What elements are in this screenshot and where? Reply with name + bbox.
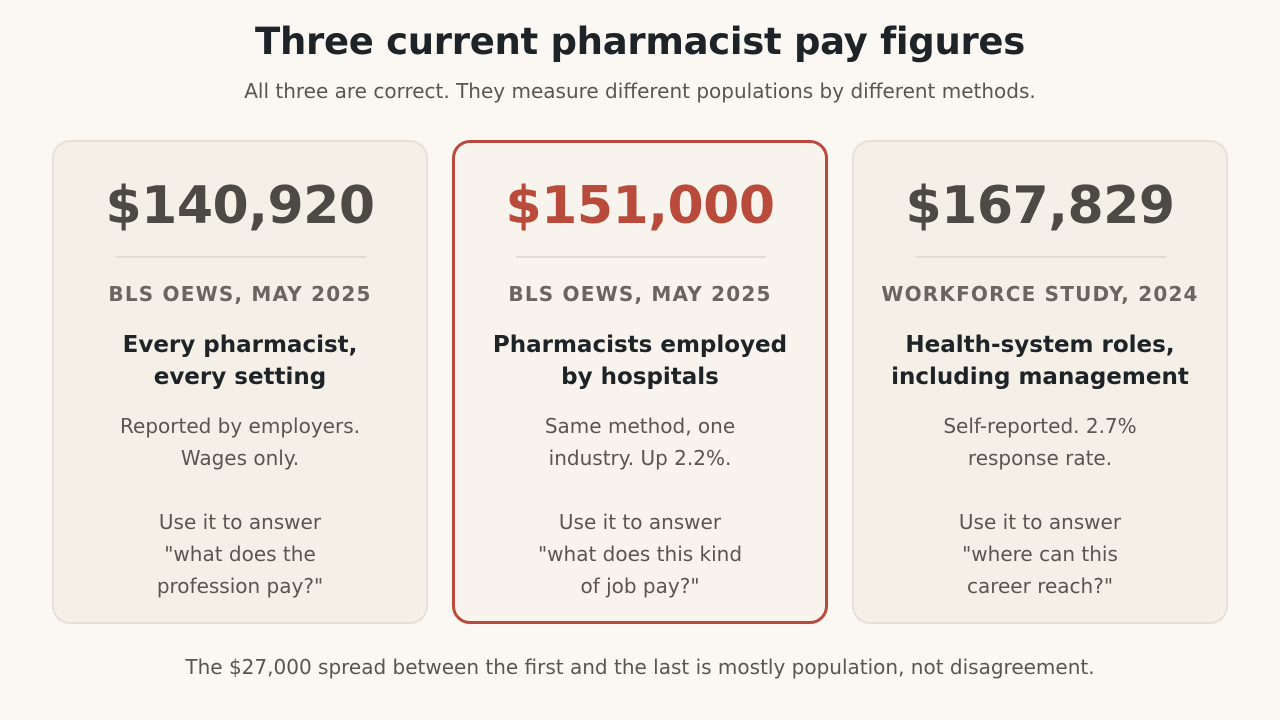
page-subtitle: All three are correct. They measure diff…	[244, 79, 1036, 103]
card-heading: Every pharmacist, every setting	[84, 329, 396, 393]
card-heading-line: Health-system roles,	[905, 332, 1175, 358]
card-heading-line: including management	[891, 364, 1189, 390]
usage-line: "what does the	[164, 542, 316, 566]
pay-card-health-system: $167,829 WORKFORCE STUDY, 2024 Health-sy…	[852, 140, 1228, 624]
usage-line: of job pay?"	[580, 574, 700, 598]
description-line: Self-reported. 2.7%	[943, 414, 1137, 438]
usage-line: "what does this kind	[537, 542, 743, 566]
card-description: Same method, one industry. Up 2.2%. Use …	[495, 410, 785, 602]
pay-card-hospitals: $151,000 BLS OEWS, MAY 2025 Pharmacists …	[452, 140, 828, 624]
card-divider	[116, 256, 366, 258]
card-description: Self-reported. 2.7% response rate. Use i…	[894, 410, 1186, 602]
card-description: Reported by employers. Wages only. Use i…	[94, 410, 386, 602]
pay-amount: $140,920	[105, 176, 375, 236]
source-label: WORKFORCE STUDY, 2024	[881, 282, 1199, 306]
description-line: industry. Up 2.2%.	[548, 446, 732, 470]
card-heading-line: Pharmacists employed	[492, 332, 788, 358]
card-heading: Health-system roles, including managemen…	[884, 329, 1196, 393]
page-title: Three current pharmacist pay figures	[255, 20, 1025, 63]
card-heading: Pharmacists employed by hospitals	[485, 329, 795, 393]
source-label: BLS OEWS, MAY 2025	[108, 282, 372, 306]
pay-amount: $167,829	[905, 176, 1175, 236]
usage-line: career reach?"	[966, 574, 1114, 598]
card-heading-line: every setting	[153, 364, 327, 390]
description-line: Wages only.	[180, 446, 300, 470]
paragraph-gap	[894, 474, 1186, 506]
paragraph-gap	[495, 474, 785, 506]
footer-note: The $27,000 spread between the first and…	[185, 655, 1095, 679]
pay-card-all-settings: $140,920 BLS OEWS, MAY 2025 Every pharma…	[52, 140, 428, 624]
description-line: Reported by employers.	[120, 414, 360, 438]
usage-line: profession pay?"	[156, 574, 324, 598]
usage-line: Use it to answer	[158, 510, 322, 534]
description-line: Same method, one	[544, 414, 736, 438]
card-heading-line: by hospitals	[561, 364, 719, 390]
usage-line: "where can this	[962, 542, 1118, 566]
usage-line: Use it to answer	[558, 510, 722, 534]
pay-amount: $151,000	[505, 176, 775, 236]
card-divider	[916, 256, 1166, 258]
description-line: response rate.	[967, 446, 1113, 470]
usage-line: Use it to answer	[958, 510, 1122, 534]
paragraph-gap	[94, 474, 386, 506]
card-heading-line: Every pharmacist,	[122, 332, 358, 358]
source-label: BLS OEWS, MAY 2025	[508, 282, 772, 306]
card-divider	[516, 256, 766, 258]
